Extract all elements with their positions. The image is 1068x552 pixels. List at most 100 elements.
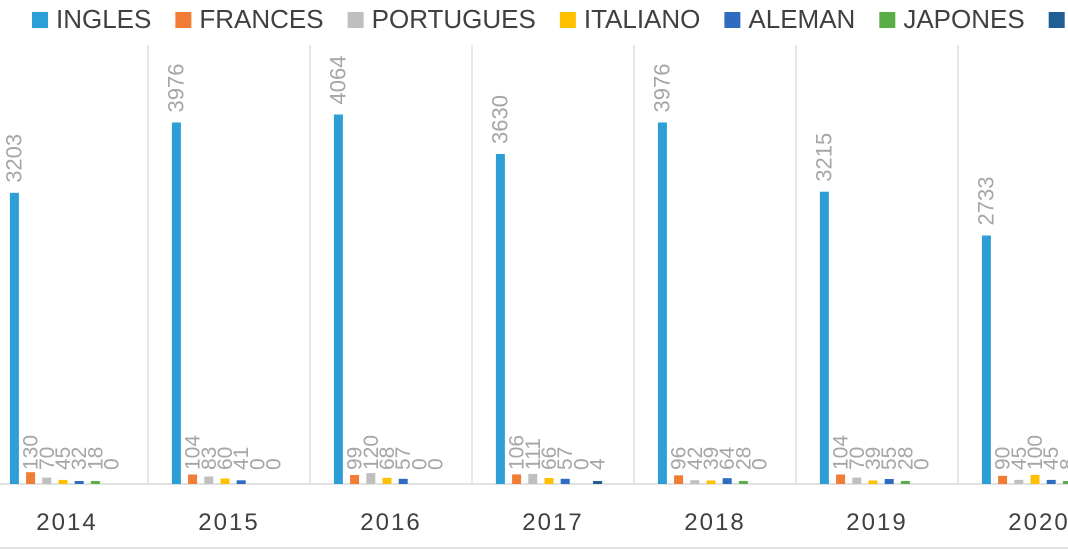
bar-aleman-2015 (236, 480, 246, 484)
data-label-italiano-2020: 100 (1024, 435, 1047, 470)
data-label-portugues-2020: 45 (1008, 447, 1031, 470)
bar-portugues-2018 (690, 480, 700, 484)
bar-frances-2018 (674, 475, 684, 484)
data-label-frances-2016: 99 (344, 447, 367, 470)
bar-ingles-2016 (333, 114, 343, 484)
x-tick-labels: 2014 2015 2016 2017 2018 2019 2020 (36, 509, 1068, 536)
bar-aleman-2018 (722, 478, 732, 484)
data-label-ruso-2019: 0 (911, 458, 934, 470)
bar-italiano-2020 (1030, 474, 1040, 484)
legend-swatch-frances (175, 12, 192, 28)
data-label-italiano-2019: 39 (862, 447, 885, 470)
legend-item-italiano: ITALIANO (559, 4, 701, 34)
bar-frances-2017 (512, 474, 522, 484)
bar-aleman-2019 (884, 479, 894, 484)
x-tick-label-2020: 2020 (1008, 509, 1068, 536)
data-label-aleman-2019: 55 (878, 447, 901, 470)
x-tick-label-2016: 2016 (360, 509, 421, 536)
data-label-italiano-2014: 45 (52, 447, 75, 470)
data-label-italiano-2016: 68 (376, 447, 399, 470)
bar-japones-2019 (900, 481, 910, 484)
bar-frances-2014 (26, 472, 36, 484)
x-tick-label-2014: 2014 (36, 509, 97, 536)
bar-aleman-2020 (1046, 479, 1056, 484)
bar-italiano-2014 (58, 479, 68, 484)
legend-label-frances: FRANCES (199, 4, 323, 34)
data-label-aleman-2016: 57 (392, 447, 415, 470)
bar-portugues-2015 (204, 476, 214, 484)
bar-japones-2018 (738, 481, 748, 484)
bar-frances-2015 (188, 474, 198, 484)
data-label-ingles-2017: 3630 (487, 95, 512, 144)
data-label-ingles-2014: 3203 (1, 134, 26, 183)
x-tick-label-2015: 2015 (198, 509, 259, 536)
data-label-japones-2017: 0 (570, 458, 593, 470)
legend-swatch-portugues (347, 12, 364, 28)
bar-aleman-2016 (398, 478, 408, 484)
data-label-ruso-2015: 0 (263, 458, 286, 470)
bar-italiano-2016 (382, 477, 392, 484)
bar-italiano-2017 (544, 478, 554, 484)
data-label-frances-2014: 130 (20, 435, 43, 470)
bar-portugues-2014 (42, 477, 52, 484)
data-label-frances-2019: 104 (830, 435, 853, 470)
bar-portugues-2016 (366, 473, 376, 484)
data-label-portugues-2019: 70 (846, 447, 869, 470)
data-label-ruso-2018: 0 (749, 458, 772, 470)
bar-ruso-2017 (593, 481, 603, 484)
data-label-portugues-2015: 83 (198, 447, 221, 470)
data-label-portugues-2016: 120 (360, 435, 383, 470)
category-dividers (147, 45, 959, 484)
bar-ingles-2020 (981, 235, 991, 484)
x-tick-label-2018: 2018 (684, 509, 745, 536)
data-label-ruso-2014: 0 (101, 458, 124, 470)
legend-item-japones: JAPONES (879, 4, 1025, 34)
bar-ingles-2018 (657, 122, 667, 484)
data-labels: 3203130704532180397610483604100406499120… (1, 56, 1068, 470)
data-label-japones-2018: 28 (732, 447, 755, 470)
data-label-italiano-2015: 60 (214, 447, 237, 470)
legend-item-ruso: RUSO (1048, 12, 1065, 28)
bar-japones-2020 (1062, 481, 1068, 484)
data-label-italiano-2017: 66 (538, 447, 561, 470)
legend-label-ingles: INGLES (56, 4, 151, 34)
data-label-frances-2017: 106 (506, 435, 529, 470)
data-label-portugues-2017: 111 (522, 438, 545, 470)
data-label-japones-2020: 8 (1056, 458, 1068, 470)
data-label-japones-2015: 0 (246, 458, 269, 470)
bar-italiano-2019 (868, 480, 878, 484)
bar-ingles-2015 (171, 122, 181, 484)
bar-ingles-2014 (9, 192, 19, 485)
legend-swatch-ruso (1048, 12, 1065, 28)
data-label-frances-2018: 96 (668, 447, 691, 470)
legend-label-italiano: ITALIANO (584, 4, 701, 34)
legend-item-aleman: ALEMAN (724, 4, 855, 34)
data-label-japones-2016: 0 (408, 458, 431, 470)
data-label-frances-2015: 104 (182, 435, 205, 470)
data-label-aleman-2014: 32 (68, 447, 91, 470)
bar-ingles-2017 (495, 154, 505, 484)
bar-aleman-2017 (560, 478, 570, 484)
data-label-ingles-2015: 3976 (163, 64, 188, 113)
data-label-ingles-2020: 2733 (973, 177, 998, 226)
bar-frances-2016 (350, 475, 360, 484)
legend-swatch-ingles (32, 12, 48, 28)
bar-japones-2014 (90, 481, 100, 484)
data-label-ingles-2016: 4064 (325, 56, 350, 105)
bar-frances-2020 (998, 475, 1008, 484)
legend-swatch-japones (879, 12, 896, 28)
data-label-japones-2019: 28 (894, 447, 917, 470)
legend-item-portugues: PORTUGUES (347, 4, 536, 34)
data-label-italiano-2018: 39 (700, 447, 723, 470)
legend-label-japones: JAPONES (903, 4, 1024, 34)
bar-portugues-2017 (528, 473, 538, 484)
data-label-japones-2014: 18 (84, 447, 107, 470)
bar-italiano-2015 (220, 478, 230, 484)
bar-frances-2019 (836, 474, 846, 484)
data-label-portugues-2018: 42 (684, 447, 707, 470)
legend-item-ingles: INGLES (32, 4, 151, 34)
data-label-portugues-2014: 70 (36, 447, 59, 470)
bar-ingles-2019 (819, 191, 829, 484)
legend-swatch-aleman (724, 12, 741, 28)
